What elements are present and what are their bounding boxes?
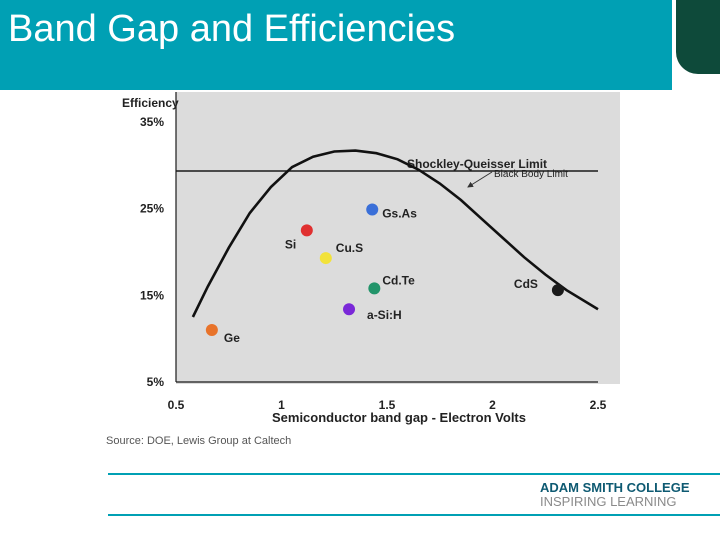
corner-decoration (676, 0, 720, 74)
y-tick-label: 25% (140, 202, 164, 216)
data-point (300, 224, 313, 237)
data-point (343, 303, 356, 316)
material-points: Ge Si Cu.S Gs.As Cd.Te a-Si:H CdS (205, 203, 564, 345)
x-tick-labels: 0.5 1 1.5 2 2.5 (168, 398, 607, 412)
black-body-limit-label: Black Body Limit (494, 169, 568, 180)
data-point-label: Cd.Te (382, 273, 415, 287)
x-tick-label: 1.5 (379, 398, 396, 412)
data-point-label: Si (285, 237, 296, 251)
data-point (551, 284, 564, 297)
footer-top-line (108, 473, 720, 475)
slide-title: Band Gap and Efficiencies (8, 8, 456, 50)
y-axis-label: Efficiency (122, 96, 179, 110)
data-point-label: Gs.As (382, 207, 417, 221)
y-tick-labels: 5% 15% 25% 35% (140, 115, 164, 389)
brand-name: ADAM SMITH COLLEGE (540, 480, 690, 495)
data-point-label: a-Si:H (367, 308, 402, 322)
data-point (205, 324, 218, 336)
band-gap-efficiency-chart: Efficiency Semiconductor band gap - Elec… (100, 92, 625, 454)
data-point-label: Cu.S (336, 241, 363, 255)
data-point (368, 282, 381, 295)
data-point-label: CdS (514, 277, 538, 291)
data-point-label: Ge (224, 331, 240, 345)
black-body-limit-curve (191, 149, 599, 318)
x-tick-label: 2.5 (590, 398, 607, 412)
x-tick-label: 2 (489, 398, 496, 412)
source-note: Source: DOE, Lewis Group at Caltech (106, 435, 291, 447)
footer-bottom-line (108, 514, 720, 516)
x-axis-label: Semiconductor band gap - Electron Volts (272, 410, 526, 425)
shockley-queisser-label: Shockley-Queisser Limit (407, 157, 547, 171)
data-point (366, 203, 379, 216)
data-point (319, 252, 332, 265)
x-tick-label: 1 (278, 398, 285, 412)
y-tick-label: 15% (140, 288, 164, 302)
title-bar: Band Gap and Efficiencies (0, 0, 672, 90)
y-tick-label: 5% (147, 375, 165, 389)
black-body-arrow (467, 171, 493, 188)
y-tick-label: 35% (140, 115, 164, 129)
plot-area (176, 92, 620, 384)
x-tick-label: 0.5 (168, 398, 185, 412)
brand-tagline: INSPIRING LEARNING (540, 494, 677, 509)
